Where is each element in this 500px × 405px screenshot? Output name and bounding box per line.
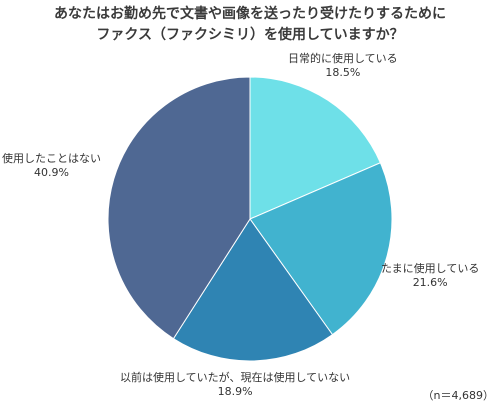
- pie-slice-daily: [249, 76, 382, 220]
- slice-label-daily-value: 18.5%: [325, 66, 361, 79]
- slice-label-never: 使用したことはない 40.9%: [2, 152, 101, 180]
- slice-label-sometimes-name: たまに使用している: [381, 262, 480, 275]
- slice-label-former-name: 以前は使用していたが、現在は使用していない: [120, 371, 351, 384]
- chart-title-line-1: あなたはお勤め先で文書や画像を送ったり受けたりするために: [54, 6, 446, 22]
- slice-label-former-value: 18.9%: [217, 385, 253, 398]
- chart-title-line-2: ファクス（ファクシミリ）を使用していますか？: [96, 27, 404, 43]
- slice-label-sometimes-value: 21.6%: [412, 276, 448, 289]
- pie-slice-former: [172, 218, 334, 362]
- slice-label-never-name: 使用したことはない: [2, 152, 101, 165]
- pie-slice-never: [107, 76, 251, 340]
- slice-label-never-value: 40.9%: [34, 166, 69, 179]
- pie-slice-sometimes: [249, 162, 393, 336]
- pie-slices: [107, 76, 393, 362]
- slice-label-sometimes: たまに使用している 21.6%: [381, 262, 479, 290]
- slice-label-former: 以前は使用していたが、現在は使用していない 18.9%: [120, 371, 350, 399]
- slice-label-daily: 日常的に使用している 18.5%: [288, 52, 398, 80]
- sample-size-note: （n＝4,689）: [422, 389, 494, 402]
- slice-label-daily-name: 日常的に使用している: [288, 52, 398, 65]
- chart-title: あなたはお勤め先で文書や画像を送ったり受けたりするために ファクス（ファクシミリ…: [0, 4, 500, 46]
